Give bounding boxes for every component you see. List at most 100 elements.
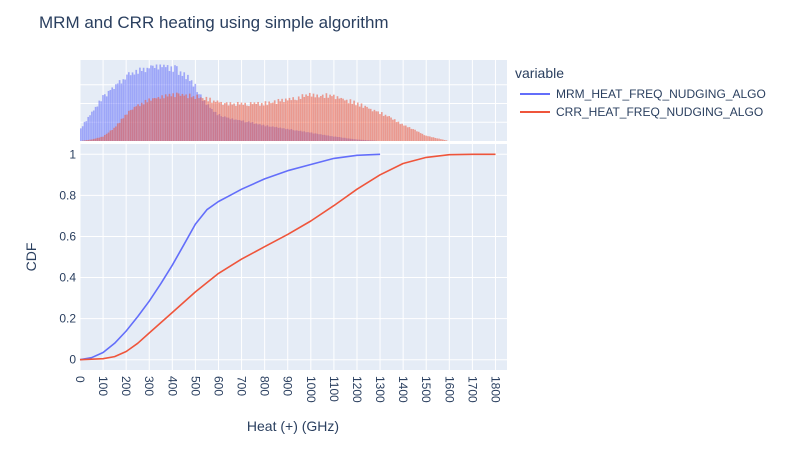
histogram-bar [427, 136, 429, 141]
histogram-bar [334, 99, 337, 141]
histogram-bar [296, 100, 298, 141]
histogram-bar [139, 67, 141, 141]
histogram-bar [211, 102, 213, 141]
histogram-bar [164, 94, 167, 141]
histogram-bar [152, 98, 154, 141]
histogram-bar [288, 97, 291, 141]
histogram-bar [109, 90, 112, 141]
histogram-bar [111, 87, 114, 141]
histogram-bar [85, 140, 88, 141]
histogram-bar [176, 92, 178, 141]
histogram-bar [262, 105, 265, 141]
histogram-bar [148, 98, 150, 141]
histogram-bar [194, 98, 197, 141]
histogram-bar [375, 111, 378, 141]
histogram-bar [126, 114, 128, 141]
histogram-bar [118, 122, 121, 141]
histogram-bar [98, 137, 101, 141]
histogram-bar [331, 96, 333, 141]
histogram-bar [231, 104, 234, 141]
histogram-bar [369, 108, 372, 141]
x-tick-label: 200 [119, 376, 133, 396]
histogram-bar [238, 104, 241, 141]
histogram-bar [273, 100, 276, 141]
histogram-bar [187, 98, 189, 141]
histogram-bar [318, 97, 320, 141]
histogram-bar [198, 98, 200, 141]
histogram-bar [373, 109, 376, 141]
x-tick-label: 1800 [488, 376, 502, 403]
histogram-bar [395, 122, 398, 141]
histogram-bar [253, 102, 256, 141]
x-axis-ticks: 0 100 200 300 400 500 600 700 800 900 1000 1100 1200… [73, 376, 502, 403]
histogram-bar [356, 102, 359, 141]
histogram-bar [303, 96, 306, 141]
y-tick-label: 0.8 [59, 188, 76, 202]
histogram-bar [441, 139, 444, 141]
histogram-bar [200, 97, 202, 141]
histogram-bar [325, 93, 328, 141]
histogram-bar [327, 97, 330, 141]
histogram-bar [332, 94, 335, 141]
histogram-bar [129, 75, 132, 141]
histogram-bar [109, 130, 112, 141]
histogram-bar [443, 139, 446, 141]
histogram-bar [351, 103, 354, 141]
histogram-bar [115, 126, 117, 141]
histogram-bar [122, 118, 125, 141]
x-tick-label: 600 [211, 376, 225, 396]
histogram-bar [142, 67, 145, 141]
histogram-bar [260, 102, 263, 141]
histogram-bar [294, 99, 296, 141]
histogram-bar [338, 98, 341, 141]
x-tick-label: 500 [188, 376, 202, 396]
histogram-bar [207, 101, 210, 141]
histogram-bar [183, 95, 186, 141]
histogram-bar [131, 72, 134, 141]
histogram-bar [124, 79, 126, 141]
histogram-bar [170, 96, 173, 141]
histogram-bar [172, 93, 174, 141]
histogram-bar [301, 94, 304, 141]
histogram-bar [390, 117, 392, 141]
histogram-bar [445, 140, 448, 141]
histogram-bar [430, 137, 433, 141]
histogram-bar [116, 123, 119, 141]
histogram-bar [89, 115, 91, 141]
histogram-bar [150, 100, 152, 141]
histogram-bar [233, 103, 235, 141]
histogram-bar [218, 102, 221, 141]
x-tick-label: 700 [235, 376, 249, 396]
histogram-bar [434, 137, 437, 141]
y-tick-label: 0.6 [59, 229, 76, 243]
histogram-bar [379, 114, 381, 141]
histogram-bar [104, 134, 106, 141]
histogram-bar [120, 118, 123, 141]
histogram-bar [314, 97, 317, 141]
x-tick-label: 1700 [465, 376, 479, 403]
histogram-bar [281, 98, 283, 141]
histogram-bar [358, 106, 361, 141]
histogram-bar [349, 99, 352, 141]
histogram-bar [244, 102, 246, 141]
histogram-bar [340, 97, 343, 141]
histogram-bar [105, 133, 108, 141]
histogram-bar [133, 106, 136, 141]
histogram-bar [392, 119, 394, 141]
x-tick-label: 400 [165, 376, 179, 396]
histogram-bar [87, 139, 90, 141]
histogram-bar [412, 129, 415, 141]
histogram-bar [196, 94, 198, 141]
histogram-bar [366, 106, 368, 141]
histogram-bar [227, 105, 230, 141]
histogram-bar [214, 101, 217, 141]
legend-title: variable [515, 65, 564, 81]
histogram-bar [432, 137, 435, 141]
histogram-bar [98, 100, 101, 141]
histogram-bar [96, 106, 99, 141]
histogram-bar [107, 90, 110, 141]
x-tick-label: 300 [142, 376, 156, 396]
histogram-bar [163, 98, 165, 141]
histogram-bar [308, 92, 311, 141]
